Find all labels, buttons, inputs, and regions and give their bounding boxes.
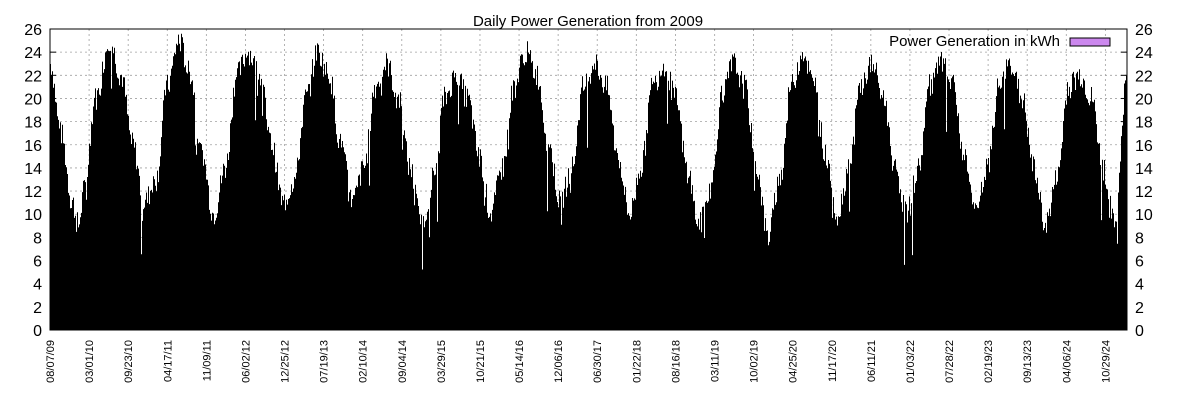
- x-tick-label: 02/19/23: [983, 340, 995, 383]
- x-tick-label: 12/25/12: [280, 340, 292, 383]
- x-tick-label: 09/23/10: [123, 340, 135, 383]
- y-tick-label-left: 22: [24, 68, 42, 85]
- power-generation-bars: [50, 33, 1127, 331]
- x-tick-label: 03/29/15: [436, 340, 448, 383]
- y-tick-label-right: 14: [1135, 161, 1153, 178]
- y-tick-label-left: 20: [24, 91, 42, 108]
- y-tick-label-left: 24: [24, 45, 42, 62]
- y-tick-label-left: 18: [24, 115, 42, 132]
- y-tick-label-left: 12: [24, 184, 42, 201]
- x-tick-label: 08/16/18: [670, 340, 682, 383]
- y-tick-label-left: 4: [33, 277, 42, 294]
- y-tick-label-right: 20: [1135, 91, 1153, 108]
- y-tick-label-right: 8: [1135, 230, 1144, 247]
- x-tick-label: 10/29/24: [1100, 340, 1112, 383]
- y-tick-label-left: 10: [24, 207, 42, 224]
- x-tick-label: 08/07/09: [45, 340, 57, 383]
- axes-layer: [49, 28, 1128, 331]
- legend: Power Generation in kWh: [889, 33, 1111, 50]
- x-tick-label: 01/03/22: [905, 340, 917, 383]
- x-tick-label: 04/06/24: [1061, 340, 1073, 383]
- x-tick-label: 03/01/10: [84, 340, 96, 383]
- x-tick-label: 06/02/12: [240, 340, 252, 383]
- x-tick-label: 02/10/14: [358, 340, 370, 383]
- y-tick-label-left: 16: [24, 138, 42, 155]
- x-tick-label: 09/04/14: [397, 340, 409, 383]
- legend-label: Power Generation in kWh: [889, 33, 1060, 50]
- y-tick-label-right: 22: [1135, 68, 1153, 85]
- x-tick-label: 06/30/17: [592, 340, 604, 383]
- chart-title: Daily Power Generation from 2009: [473, 13, 703, 30]
- y-tick-label-right: 24: [1135, 45, 1153, 62]
- plot-frame: [49, 28, 1128, 331]
- x-tick-label: 03/11/19: [710, 340, 722, 382]
- y-tick-label-right: 6: [1135, 254, 1144, 271]
- x-tick-label: 09/13/23: [1022, 340, 1034, 383]
- y-tick-label-left: 2: [33, 300, 42, 317]
- y-tick-label-left: 6: [33, 254, 42, 271]
- x-tick-label: 07/19/13: [319, 340, 331, 383]
- y-tick-label-right: 2: [1135, 300, 1144, 317]
- y-tick-label-left: 26: [24, 22, 42, 39]
- y-tick-label-right: 16: [1135, 138, 1153, 155]
- y-tick-label-left: 8: [33, 230, 42, 247]
- y-tick-label-right: 4: [1135, 277, 1144, 294]
- bars-layer: [50, 33, 1127, 331]
- x-tick-label: 10/02/19: [749, 340, 761, 383]
- y-tick-label-left: 0: [33, 323, 42, 340]
- y-tick-label-right: 12: [1135, 184, 1153, 201]
- x-tick-label: 11/09/11: [201, 340, 213, 381]
- legend-swatch: [1069, 37, 1111, 47]
- x-tick-label: 05/14/16: [514, 340, 526, 383]
- y-tick-label-right: 26: [1135, 22, 1153, 39]
- y-tick-label-right: 18: [1135, 115, 1153, 132]
- x-tick-label: 12/06/16: [553, 340, 565, 383]
- y-tick-label-left: 14: [24, 161, 42, 178]
- x-tick-label: 01/22/18: [631, 340, 643, 383]
- y-tick-label-right: 0: [1135, 323, 1144, 340]
- x-tick-label: 04/25/20: [788, 340, 800, 383]
- y-tick-label-right: 10: [1135, 207, 1153, 224]
- x-tick-label: 11/17/20: [827, 340, 839, 382]
- x-tick-label: 10/21/15: [475, 340, 487, 383]
- x-tick-label: 06/11/21: [866, 340, 878, 382]
- x-tick-label: 04/17/11: [162, 340, 174, 382]
- x-tick-label: 07/28/22: [944, 340, 956, 383]
